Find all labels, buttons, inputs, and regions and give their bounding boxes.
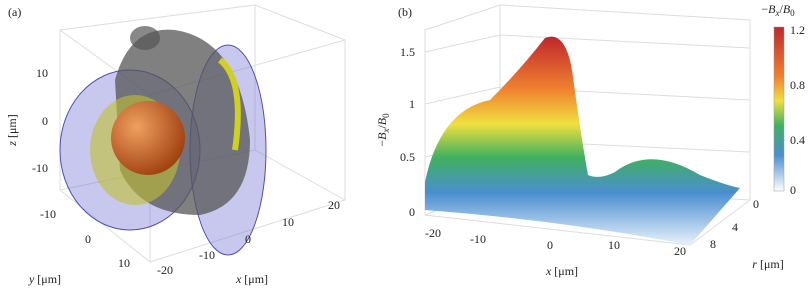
tick-label: 8	[710, 237, 716, 251]
tick-label: 0	[409, 205, 415, 219]
tick-label: 10	[118, 256, 130, 270]
tick-label: 20	[328, 198, 340, 212]
tick-label: 10	[36, 66, 48, 80]
tick-label: -10	[40, 207, 56, 221]
axis-label: x [μm]	[545, 264, 578, 278]
tick-label: 4	[732, 220, 738, 234]
tick-label: 0	[790, 183, 796, 197]
tick-label: 0	[547, 238, 553, 252]
tick-label: -10	[470, 232, 486, 246]
tick-label: 0	[753, 197, 759, 211]
tick-label: 0	[85, 232, 91, 246]
surface	[425, 36, 740, 245]
tick-label: 10	[282, 215, 294, 229]
tick-label: 0.4	[790, 133, 805, 147]
panel-a: (a) 10 0 -10 z [μm] -10 0 10 y [μm] -20 …	[5, 4, 346, 286]
colorbar-label: −Bx/B0	[761, 2, 795, 18]
panel-label: (b)	[398, 5, 412, 19]
axis-label: −Bx/B0	[375, 113, 391, 147]
axis-label: z [μm]	[5, 114, 19, 146]
tick-label: -20	[425, 226, 441, 240]
axis-label: y [μm]	[28, 272, 61, 286]
tick-label: 1.2	[790, 23, 805, 37]
tick-label: 1	[409, 97, 415, 111]
tick-label: 20	[674, 244, 686, 258]
tick-label: 0	[245, 232, 251, 246]
tick-label: 1.5	[400, 45, 415, 59]
axis-label: r [μm]	[752, 257, 783, 271]
tick-label: -10	[199, 248, 215, 262]
tick-label: -20	[157, 263, 173, 277]
colorbar	[773, 26, 785, 192]
tick-label: -10	[32, 161, 48, 175]
axis-label: x [μm]	[235, 272, 268, 286]
iso-surface	[130, 26, 160, 50]
tick-label: 0.8	[790, 78, 805, 92]
tick-label: 0.5	[400, 150, 415, 164]
iso-surface	[217, 57, 241, 151]
tick-label: 10	[608, 238, 620, 252]
tick-label: 0	[42, 114, 48, 128]
sphere	[111, 101, 185, 175]
panel-b: (b) 1.5 1 0.5 0 −Bx/B0 -20 -10 0 10 20 x…	[375, 2, 805, 278]
panel-label: (a)	[8, 5, 21, 19]
